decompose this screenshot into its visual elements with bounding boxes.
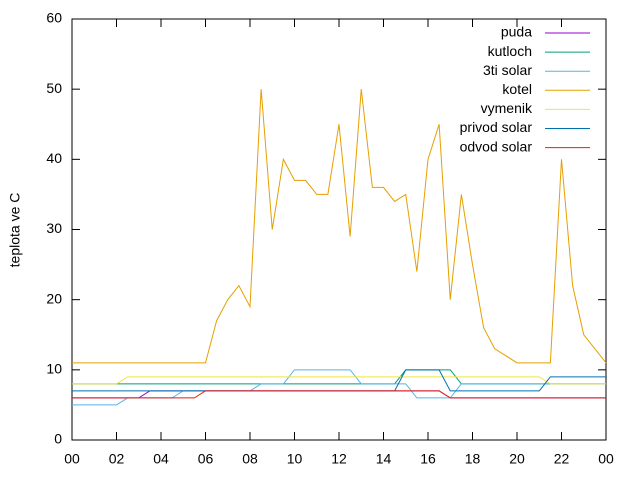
x-tick-label: 10 <box>287 451 303 467</box>
x-tick-label: 16 <box>420 451 436 467</box>
series-line <box>72 89 607 364</box>
x-tick-label: 22 <box>554 451 570 467</box>
y-tick-label: 60 <box>46 10 62 26</box>
legend-label: odvod solar <box>460 138 533 154</box>
y-tick-label: 10 <box>46 361 62 377</box>
series-line <box>72 369 606 406</box>
series-line <box>72 376 606 385</box>
y-tick-label: 30 <box>46 220 62 236</box>
x-tick-label: 08 <box>242 451 258 467</box>
legend-label: privod solar <box>460 119 533 135</box>
x-tick-label: 18 <box>465 451 481 467</box>
x-tick-label: 06 <box>198 451 214 467</box>
legend-label: puda <box>501 24 532 40</box>
x-tick-label: 14 <box>376 451 392 467</box>
legend-label: kutloch <box>488 43 532 59</box>
y-tick-label: 50 <box>46 80 62 96</box>
x-tick-label: 12 <box>331 451 347 467</box>
legend-label: kotel <box>502 81 532 97</box>
legend-label: 3ti solar <box>483 62 532 78</box>
series-line <box>72 390 606 399</box>
y-axis-label: teplota ve C <box>7 193 23 268</box>
y-tick-label: 20 <box>46 290 62 306</box>
x-tick-label: 00 <box>598 451 614 467</box>
y-tick-label: 0 <box>54 431 62 447</box>
legend-label: vymenik <box>481 100 533 116</box>
x-tick-label: 04 <box>153 451 169 467</box>
y-tick-label: 40 <box>46 150 62 166</box>
series-line <box>72 369 606 392</box>
series-line <box>72 390 606 399</box>
x-tick-label: 00 <box>64 451 80 467</box>
x-tick-label: 20 <box>509 451 525 467</box>
x-tick-label: 02 <box>109 451 125 467</box>
